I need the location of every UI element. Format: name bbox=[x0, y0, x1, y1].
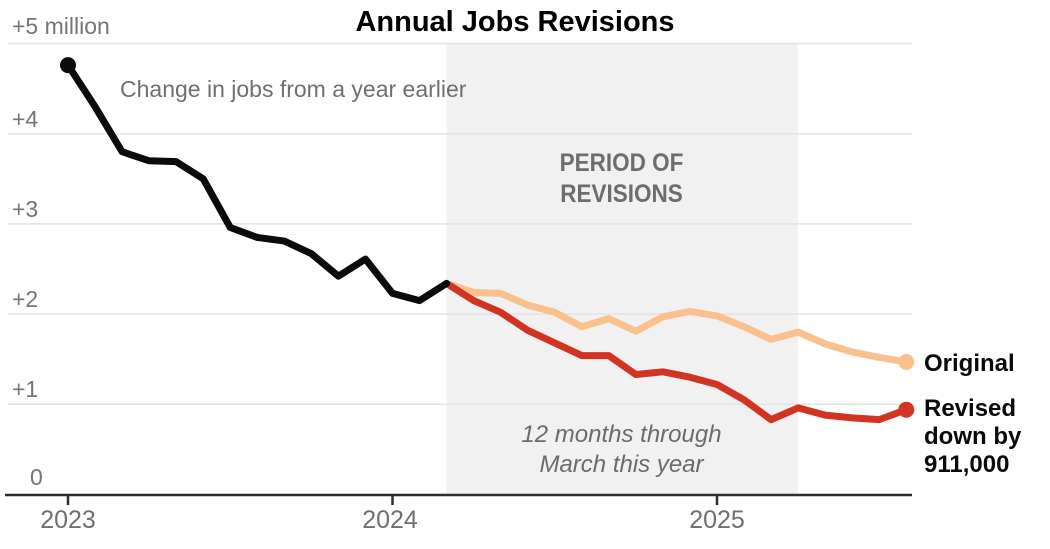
legend-label-original: Original bbox=[924, 350, 1015, 377]
y-axis-label-5-million: +5 million bbox=[12, 13, 110, 39]
period-of-revisions-label: PERIOD OF REVISIONS bbox=[559, 149, 684, 208]
y-axis-label-3: +3 bbox=[12, 196, 39, 222]
x-axis-label-2025: 2025 bbox=[689, 506, 745, 534]
x-axis-label-2024: 2024 bbox=[362, 506, 418, 534]
twelve-months-note: 12 months through March this year bbox=[521, 421, 722, 478]
y-axis-label-2: +2 bbox=[12, 286, 39, 312]
chart-subtitle: Change in jobs from a year earlier bbox=[120, 76, 467, 102]
y-axis-label-4: +4 bbox=[12, 106, 39, 132]
y-axis-label-1: +1 bbox=[12, 376, 39, 402]
legend-label-revised: Revised down by 911,000 bbox=[924, 395, 1022, 478]
x-axis-label-2023: 2023 bbox=[40, 506, 96, 534]
chart-title: Annual Jobs Revisions bbox=[355, 6, 675, 38]
y-axis-label-0: 0 bbox=[30, 464, 43, 490]
